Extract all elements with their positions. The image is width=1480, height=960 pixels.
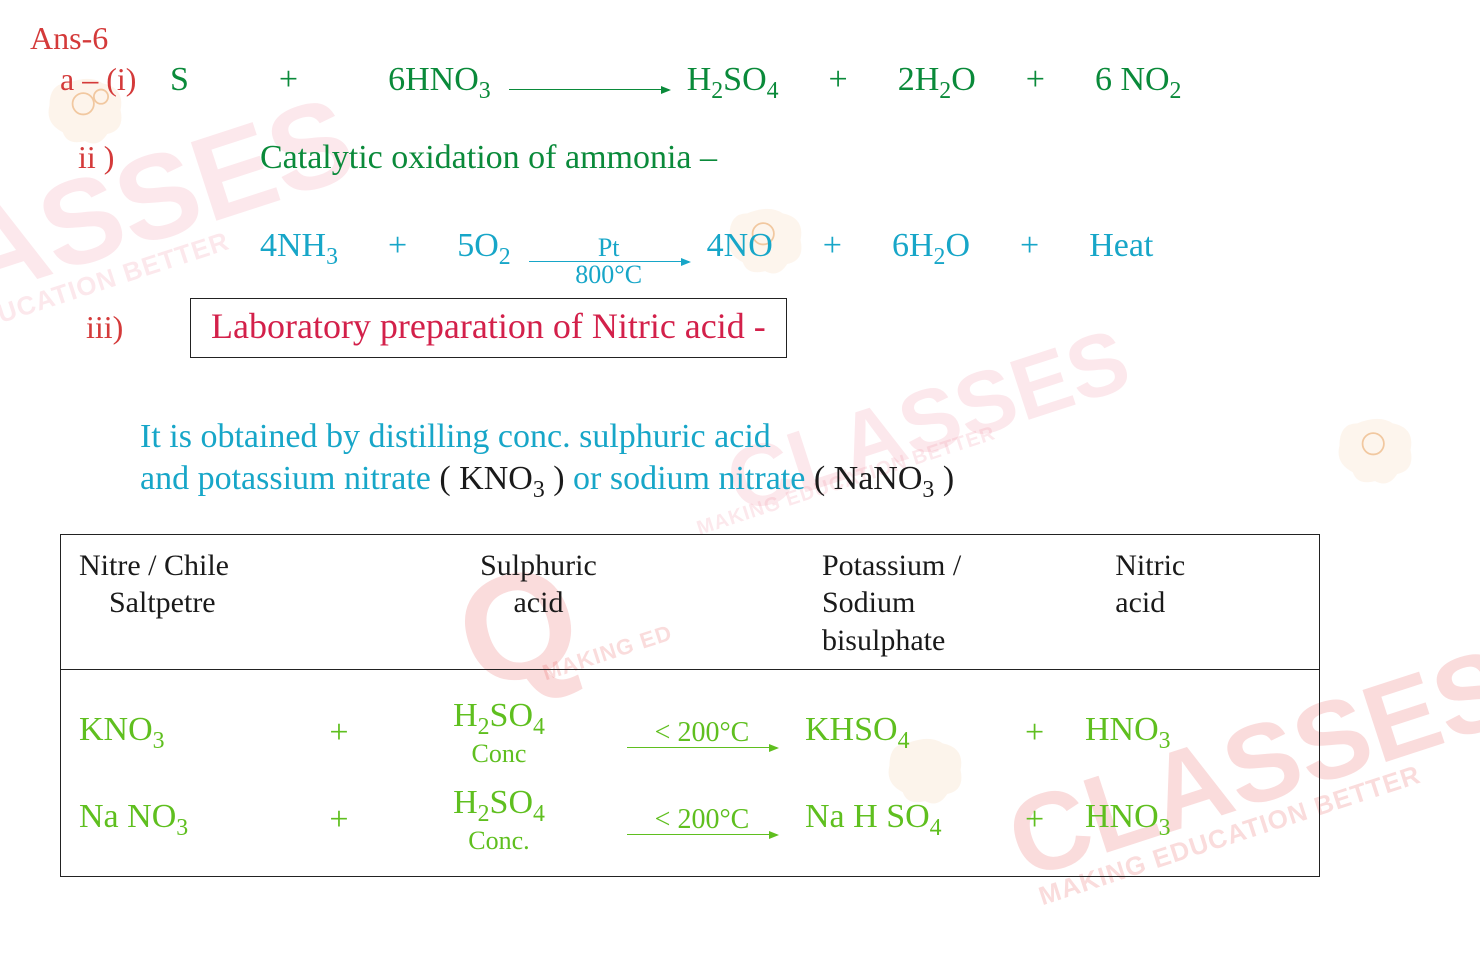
arrow-condition-bottom: 800°C bbox=[575, 260, 642, 290]
product-2: HNO3 bbox=[1085, 798, 1171, 842]
reactant-1: KNO3 bbox=[79, 711, 279, 755]
eq1-lhs-1: S bbox=[170, 61, 189, 99]
eq1-rhs-2: 2H2O bbox=[898, 61, 976, 105]
part-label-a-i: a – (i) bbox=[60, 61, 170, 98]
product-1: KHSO4 bbox=[805, 711, 1025, 755]
eq2-rhs-2: 6H2O bbox=[892, 227, 970, 271]
eq2-rhs-3: Heat bbox=[1089, 227, 1153, 265]
table-header-nitre: Nitre / Chile Saltpetre bbox=[79, 547, 392, 660]
table-row: Na NO3 + H2SO4 Conc. < 200°C Na H SO4 + … bbox=[79, 785, 1301, 854]
plus-sign: + bbox=[1025, 714, 1085, 752]
reaction-arrow bbox=[509, 89, 669, 90]
conc-label: Conc. bbox=[468, 827, 529, 854]
eq1-rhs-3: 6 NO2 bbox=[1095, 61, 1182, 105]
reaction-arrow: Pt 800°C bbox=[529, 233, 689, 290]
reaction-table: Nitre / Chile Saltpetre Sulphuric acid P… bbox=[60, 534, 1320, 878]
table-header-sulphuric: Sulphuric acid bbox=[392, 547, 685, 660]
arrow-condition-top: < 200°C bbox=[655, 717, 750, 749]
th-text: Nitric bbox=[1115, 547, 1301, 585]
table-row: KNO3 + H2SO4 Conc < 200°C KHSO4 + HNO3 bbox=[79, 698, 1301, 767]
plus-sign: + bbox=[279, 714, 399, 752]
th-text: acid bbox=[392, 584, 685, 622]
th-text: Nitre / Chile bbox=[79, 547, 392, 585]
part-label-iii: iii) bbox=[60, 309, 190, 346]
desc-text: and potassium nitrate bbox=[140, 460, 439, 497]
eq1-rhs-1: H2SO4 bbox=[687, 61, 779, 105]
description-line-1: It is obtained by distilling conc. sulph… bbox=[140, 418, 1420, 456]
arrow-condition-top: Pt bbox=[598, 233, 620, 263]
reactant-2: H2SO4 Conc. bbox=[399, 785, 599, 854]
th-text: Sodium bbox=[822, 584, 1115, 622]
th-text: bisulphate bbox=[822, 622, 1115, 660]
plus-sign: + bbox=[279, 61, 298, 99]
part-label-ii: ii ) bbox=[60, 139, 170, 176]
lab-prep-title: Laboratory preparation of Nitric acid - bbox=[211, 306, 766, 346]
eq2-lhs-2: 5O2 bbox=[457, 227, 510, 271]
plus-sign: + bbox=[1025, 801, 1085, 839]
th-text: Potassium / bbox=[822, 547, 1115, 585]
product-1: Na H SO4 bbox=[805, 798, 1025, 842]
table-header-row: Nitre / Chile Saltpetre Sulphuric acid P… bbox=[61, 535, 1319, 671]
catalytic-oxidation-title: Catalytic oxidation of ammonia – bbox=[260, 139, 717, 177]
reactant-2: H2SO4 Conc bbox=[399, 698, 599, 767]
th-text: Saltpetre bbox=[79, 584, 392, 622]
conc-label: Conc bbox=[472, 740, 527, 767]
description-line-2: and potassium nitrate ( KNO3 ) or sodium… bbox=[140, 460, 1420, 504]
plus-sign: + bbox=[1020, 227, 1039, 265]
product-2: HNO3 bbox=[1085, 711, 1171, 755]
desc-text: It is obtained by distilling conc. sulph… bbox=[140, 418, 771, 455]
formula-nano3: ( NaNO3 ) bbox=[814, 460, 954, 497]
plus-sign: + bbox=[829, 61, 848, 99]
plus-sign: + bbox=[823, 227, 842, 265]
reactant-1: Na NO3 bbox=[79, 798, 279, 842]
plus-sign: + bbox=[279, 801, 399, 839]
answer-number: Ans-6 bbox=[30, 20, 1420, 57]
reaction-arrow: < 200°C bbox=[617, 717, 787, 748]
eq2-rhs-1: 4NO bbox=[707, 227, 773, 265]
table-header-nitric: Nitric acid bbox=[1115, 547, 1301, 660]
eq1-lhs-2: 6HNO3 bbox=[388, 61, 491, 105]
formula-kno3: ( KNO3 ) bbox=[439, 460, 564, 497]
th-text: acid bbox=[1115, 584, 1301, 622]
plus-sign: + bbox=[388, 227, 407, 265]
reaction-arrow: < 200°C bbox=[617, 804, 787, 835]
boxed-heading: Laboratory preparation of Nitric acid - bbox=[190, 298, 787, 358]
desc-text: or sodium nitrate bbox=[573, 460, 814, 497]
plus-sign: + bbox=[1026, 61, 1045, 99]
th-text: Sulphuric bbox=[392, 547, 685, 585]
arrow-condition-top: < 200°C bbox=[655, 804, 750, 836]
table-header-bisulphate: Potassium / Sodium bisulphate bbox=[822, 547, 1115, 660]
eq2-lhs-1: 4NH3 bbox=[260, 227, 338, 271]
